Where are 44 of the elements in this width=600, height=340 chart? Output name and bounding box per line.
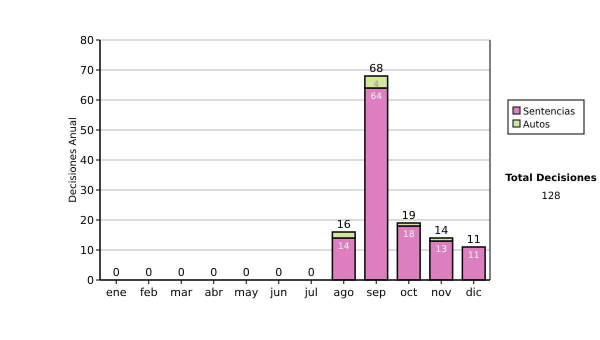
total-label: 11 xyxy=(466,233,481,246)
x-tick-label: jun xyxy=(269,286,288,299)
y-tick-label: 40 xyxy=(80,154,94,167)
total-label: 14 xyxy=(434,224,448,237)
text: Total Decisiones xyxy=(505,173,597,184)
total-label: 0 xyxy=(210,266,218,279)
total-label: 0 xyxy=(308,266,315,279)
x-tick-label: sep xyxy=(366,286,386,299)
legend-label: Sentencias xyxy=(523,106,576,118)
data-label: 11 xyxy=(468,251,480,261)
y-tick-label: 60 xyxy=(80,94,94,107)
total-label: 68 xyxy=(369,62,384,75)
total-label: 0 xyxy=(242,266,250,279)
data-label: 13 xyxy=(436,245,447,255)
y-tick-label: 70 xyxy=(80,64,94,77)
y-tick-label: 10 xyxy=(80,244,94,257)
x-tick-label: abr xyxy=(204,286,224,299)
legend-label: Autos xyxy=(523,119,550,130)
x-tick-label: feb xyxy=(140,286,158,299)
data-label: 4 xyxy=(373,80,380,90)
y-tick-label: 80 xyxy=(80,34,94,47)
x-tick-label: mar xyxy=(170,286,193,299)
total-label: 0 xyxy=(112,266,120,279)
total-label: 0 xyxy=(275,266,282,279)
x-tick-label: oct xyxy=(400,286,418,299)
total-label: 0 xyxy=(178,266,185,279)
y-axis-title: Decisiones Anual xyxy=(68,117,79,203)
x-tick-label: ago xyxy=(334,286,354,299)
data-label: 64 xyxy=(370,92,382,102)
x-tick-label: nov xyxy=(431,286,452,299)
y-tick-label: 30 xyxy=(80,184,94,197)
data-label: 14 xyxy=(338,242,350,252)
x-tick-label: jul xyxy=(304,286,318,299)
y-tick-label: 20 xyxy=(80,214,94,227)
x-tick-label: dic xyxy=(466,286,482,299)
text: 128 xyxy=(541,191,561,202)
x-tick-label: may xyxy=(234,286,259,299)
y-tick-label: 0 xyxy=(87,274,94,287)
data-label: 18 xyxy=(403,230,415,240)
total-label: 0 xyxy=(145,266,152,279)
total-label: 19 xyxy=(402,209,416,222)
y-tick-label: 50 xyxy=(80,124,94,137)
total-label: 16 xyxy=(336,218,351,231)
x-tick-label: ene xyxy=(106,286,127,299)
